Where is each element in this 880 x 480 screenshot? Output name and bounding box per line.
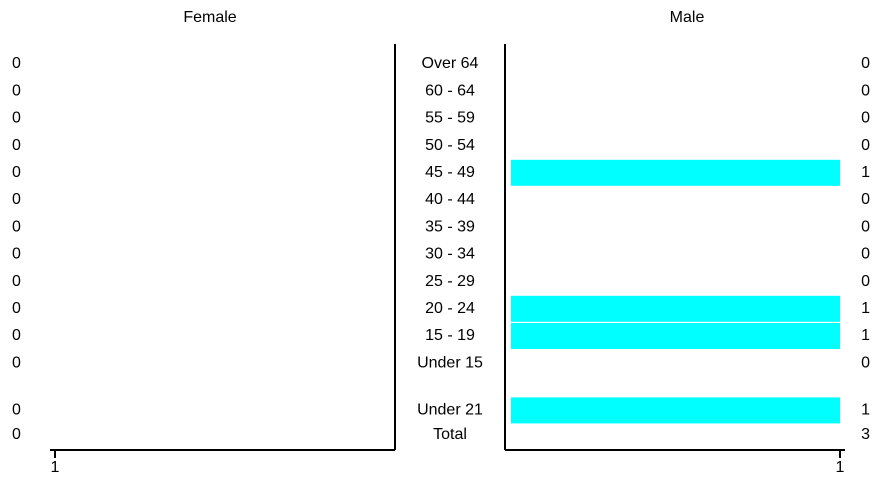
- value-label: 0: [861, 55, 870, 72]
- category-label: 35 - 39: [425, 218, 475, 235]
- total-value: 3: [861, 426, 870, 443]
- category-label: Under 15: [417, 354, 483, 371]
- series-title: Female: [183, 9, 236, 26]
- value-label: 0: [12, 82, 21, 99]
- value-label: 0: [12, 246, 21, 263]
- value-label: 0: [861, 354, 870, 371]
- category-label: 40 - 44: [425, 191, 475, 208]
- category-label: 20 - 24: [425, 300, 475, 317]
- bar: [511, 295, 840, 322]
- value-label: 1: [861, 164, 870, 181]
- category-label: 30 - 34: [425, 246, 475, 263]
- category-label: 50 - 54: [425, 137, 475, 154]
- value-label: 0: [861, 218, 870, 235]
- value-label: 0: [12, 191, 21, 208]
- value-label: 0: [12, 137, 21, 154]
- series-title: Male: [670, 9, 705, 26]
- bar: [511, 323, 840, 349]
- value-label: 0: [861, 137, 870, 154]
- value-label: 0: [12, 300, 21, 317]
- value-label: 0: [861, 82, 870, 99]
- value-label: 1: [861, 300, 870, 317]
- category-label: Over 64: [422, 55, 479, 72]
- total-label: Total: [433, 426, 467, 443]
- value-label: 0: [861, 273, 870, 290]
- value-label: 0: [12, 164, 21, 181]
- value-label: 0: [12, 110, 21, 127]
- category-label: 45 - 49: [425, 164, 475, 181]
- value-label: 0: [12, 218, 21, 235]
- bar: [511, 159, 840, 186]
- value-label: 0: [12, 354, 21, 371]
- value-label: 1: [861, 327, 870, 344]
- category-label: 15 - 19: [425, 327, 475, 344]
- bar: [511, 397, 840, 424]
- x-tick-label: 1: [51, 459, 60, 476]
- value-label: 0: [12, 402, 21, 419]
- value-label: 0: [861, 191, 870, 208]
- value-label: 0: [12, 327, 21, 344]
- total-value: 0: [12, 426, 21, 443]
- value-label: 0: [861, 246, 870, 263]
- category-label: 55 - 59: [425, 110, 475, 127]
- category-label: 25 - 29: [425, 273, 475, 290]
- value-label: 0: [12, 55, 21, 72]
- x-tick-label: 1: [836, 459, 845, 476]
- value-label: 0: [861, 110, 870, 127]
- value-label: 0: [12, 273, 21, 290]
- category-label: 60 - 64: [425, 82, 475, 99]
- value-label: 1: [861, 402, 870, 419]
- category-label: Under 21: [417, 402, 483, 419]
